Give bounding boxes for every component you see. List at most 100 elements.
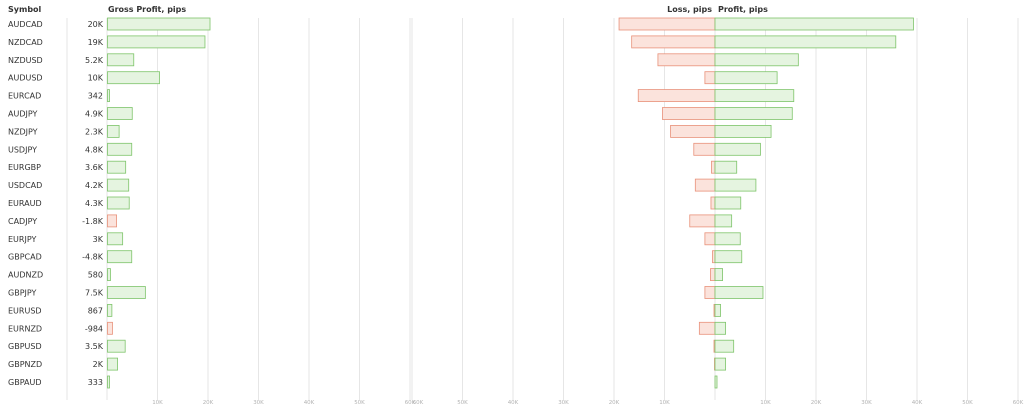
gross-profit-bar bbox=[107, 142, 133, 156]
gross-axis-tick-label: 20K bbox=[203, 400, 214, 406]
loss-axis-tick-label: 60K bbox=[413, 400, 424, 406]
gross-profit-value-label: 333 bbox=[88, 378, 103, 387]
symbol-header: Symbol bbox=[8, 5, 42, 14]
gross-profit-bar bbox=[107, 321, 113, 335]
gross-profit-header: Gross Profit, pips bbox=[108, 5, 186, 14]
profit-bar bbox=[714, 268, 723, 282]
symbol-label: NZDJPY bbox=[8, 127, 38, 136]
gross-profit-value-label: 4.2K bbox=[85, 181, 104, 190]
profit-axis-tick-label: 60K bbox=[1013, 400, 1024, 406]
loss-bar bbox=[704, 286, 716, 299]
loss-bar bbox=[698, 321, 716, 335]
loss-bar bbox=[693, 142, 716, 156]
symbol-label: GBPUSD bbox=[8, 342, 42, 351]
profit-bar bbox=[714, 339, 735, 353]
profit-bar bbox=[714, 17, 914, 31]
profit-axis-tick-label: 10K bbox=[760, 400, 771, 406]
loss-header: Loss, pips bbox=[667, 5, 712, 14]
gross-profit-value-label: 342 bbox=[88, 92, 103, 101]
gross-axis-tick-label: 60K bbox=[405, 400, 416, 406]
gross-profit-value-label: 2.3K bbox=[85, 127, 104, 136]
loss-bar bbox=[689, 214, 716, 228]
loss-bar bbox=[637, 89, 716, 102]
loss-bar bbox=[704, 71, 716, 85]
gross-profit-value-label: -4.8K bbox=[82, 253, 104, 262]
gross-profit-bar bbox=[107, 214, 117, 228]
gross-profit-bar bbox=[107, 35, 206, 49]
gross-axis-tick-label: 30K bbox=[253, 400, 264, 406]
gross-profit-value-label: 5.2K bbox=[85, 56, 104, 65]
symbol-label: AUDNZD bbox=[8, 271, 43, 280]
profit-bar bbox=[714, 35, 897, 49]
gross-axis-tick-label: 40K bbox=[304, 400, 315, 406]
gross-axis-tick-label: 50K bbox=[354, 400, 365, 406]
gross-profit-bar bbox=[107, 339, 126, 353]
profit-axis-tick-label: 50K bbox=[962, 400, 973, 406]
symbol-label: NZDCAD bbox=[8, 38, 43, 47]
symbol-label: EURNZD bbox=[8, 324, 42, 333]
profit-bar bbox=[714, 232, 741, 246]
profit-bar bbox=[714, 160, 738, 174]
profit-bar bbox=[714, 375, 718, 389]
loss-bar bbox=[711, 160, 716, 174]
profit-axis-tick-label: 40K bbox=[912, 400, 923, 406]
loss-bar bbox=[710, 196, 716, 210]
loss-bar bbox=[694, 178, 716, 192]
gross-profit-value-label: 20K bbox=[88, 20, 104, 29]
loss-bar bbox=[710, 268, 716, 282]
profit-bar bbox=[714, 89, 795, 102]
gross-axis-tick-label: 10K bbox=[152, 400, 163, 406]
gross-profit-value-label: 3K bbox=[93, 235, 104, 244]
profit-bar bbox=[714, 214, 733, 228]
profit-axis-tick-label: 30K bbox=[861, 400, 872, 406]
profit-bar bbox=[714, 357, 727, 371]
gross-profit-value-label: 580 bbox=[88, 271, 103, 280]
gross-profit-value-label: 19K bbox=[88, 38, 104, 47]
gross-profit-value-label: 3.5K bbox=[85, 342, 104, 351]
loss-axis-tick-label: 50K bbox=[457, 400, 468, 406]
symbol-label: USDJPY bbox=[8, 145, 37, 154]
profit-bar bbox=[714, 321, 727, 335]
symbol-label: AUDCAD bbox=[8, 20, 43, 29]
labels-layer: Symbol Gross Profit, pips Loss, pips Pro… bbox=[8, 5, 1024, 406]
loss-bar bbox=[670, 125, 716, 138]
symbol-label: EURCAD bbox=[8, 92, 41, 101]
profit-bar bbox=[714, 303, 721, 317]
gross-profit-value-label: 7.5K bbox=[85, 289, 104, 298]
symbol-label: AUDUSD bbox=[8, 74, 43, 83]
gross-profit-bar bbox=[107, 107, 133, 120]
loss-axis-tick-label: 10K bbox=[659, 400, 670, 406]
symbol-label: EURJPY bbox=[8, 235, 36, 244]
gross-profit-bar bbox=[107, 357, 119, 371]
symbol-label: GBPCAD bbox=[8, 253, 42, 262]
symbol-label: NZDUSD bbox=[8, 56, 43, 65]
profit-bar bbox=[714, 142, 761, 156]
gross-profit-value-label: 2K bbox=[93, 360, 104, 369]
gross-profit-bar bbox=[107, 250, 133, 264]
gross-profit-value-label: 867 bbox=[88, 306, 103, 315]
gross-profit-bar bbox=[107, 89, 110, 102]
symbol-label: GBPNZD bbox=[8, 360, 42, 369]
gross-profit-bar bbox=[107, 53, 135, 67]
gross-profit-value-label: 10K bbox=[88, 74, 104, 83]
profit-bar bbox=[714, 71, 778, 85]
gross-profit-bar bbox=[107, 268, 111, 282]
loss-axis-tick-label: 30K bbox=[558, 400, 569, 406]
gross-profit-bar bbox=[107, 71, 160, 85]
symbol-label: AUDJPY bbox=[8, 110, 37, 119]
loss-bar bbox=[657, 53, 716, 67]
gross-profit-value-label: 4.9K bbox=[85, 110, 104, 119]
gross-profit-bar bbox=[107, 286, 146, 299]
symbol-label: USDCAD bbox=[8, 181, 42, 190]
gross-profit-bar bbox=[107, 125, 120, 138]
symbol-label: GBPJPY bbox=[8, 289, 37, 298]
gross-profit-bar bbox=[107, 196, 130, 210]
gross-profit-value-label: 3.6K bbox=[85, 163, 104, 172]
loss-axis-tick-label: 40K bbox=[508, 400, 519, 406]
symbol-label: EURUSD bbox=[8, 306, 42, 315]
loss-bar bbox=[704, 232, 716, 246]
profit-axis-tick-label: 20K bbox=[811, 400, 822, 406]
symbol-label: EURGBP bbox=[8, 163, 41, 172]
loss-axis-tick-label: 20K bbox=[609, 400, 620, 406]
